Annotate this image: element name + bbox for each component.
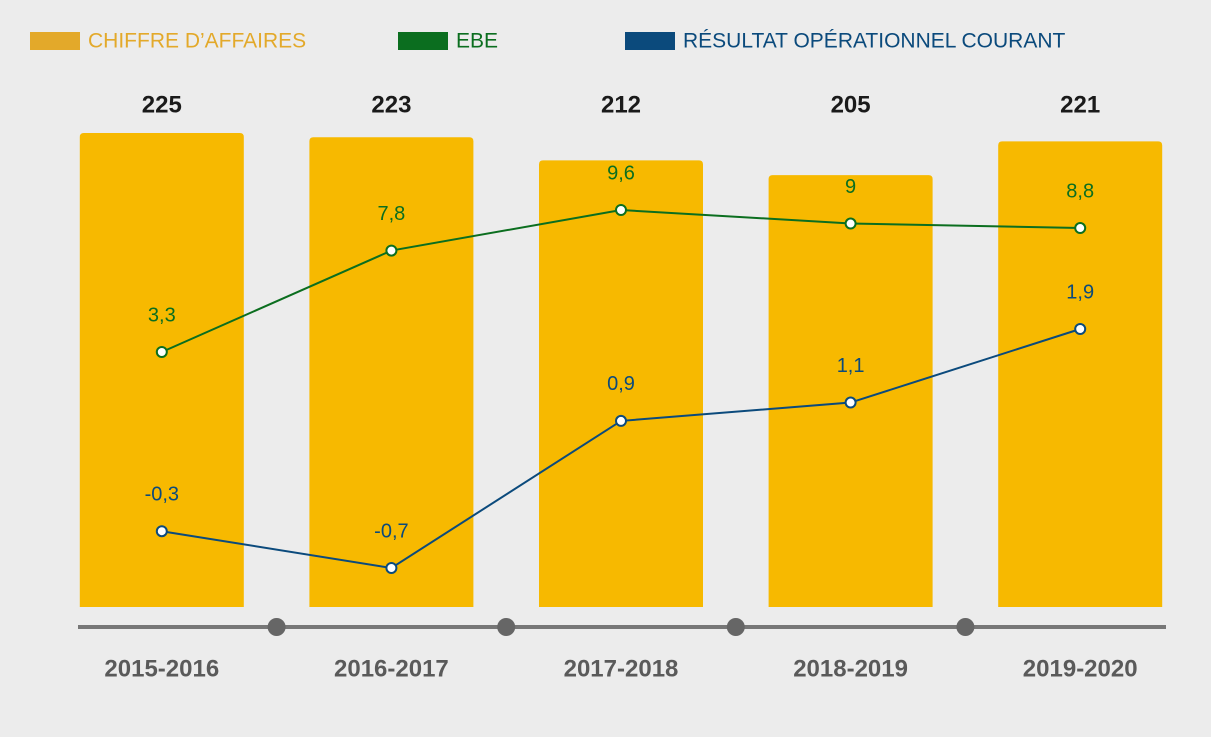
- bar: [768, 175, 933, 607]
- line-point: [385, 244, 398, 257]
- axis-dot: [726, 618, 745, 636]
- line-point: [1074, 222, 1087, 235]
- point-value-label: 0,9: [607, 373, 635, 395]
- legend-swatch: [30, 32, 80, 50]
- point-value-label: 8,8: [1066, 180, 1094, 202]
- bar-value-label: 212: [601, 91, 641, 118]
- bar-value-label: 225: [142, 91, 182, 118]
- legend-label: RÉSULTAT OPÉRATIONNEL COURANT: [683, 30, 1065, 53]
- line-point: [615, 204, 627, 216]
- point-value-label: 9,6: [607, 162, 635, 184]
- point-value-label: 1,1: [837, 355, 865, 377]
- axis-dot: [267, 618, 286, 636]
- point-value-label: -0,3: [145, 484, 179, 506]
- line-point: [1074, 323, 1087, 335]
- x-tick-label: 2015-2016: [104, 655, 219, 682]
- axis-dot: [497, 618, 516, 636]
- point-value-label: 3,3: [148, 304, 176, 326]
- bar-value-label: 221: [1060, 91, 1100, 118]
- x-tick-label: 2017-2018: [564, 655, 679, 682]
- line-point: [385, 562, 398, 574]
- point-value-label: 9: [845, 176, 856, 198]
- bar: [539, 160, 703, 608]
- axis-dot: [956, 618, 975, 636]
- bar: [309, 137, 474, 608]
- line-point: [155, 346, 168, 358]
- point-value-label: 1,9: [1066, 281, 1094, 303]
- bar: [998, 141, 1163, 607]
- legend-swatch: [625, 32, 675, 50]
- bar: [79, 133, 244, 607]
- line-point: [155, 525, 168, 538]
- legend-label: EBE: [456, 30, 498, 53]
- line-point: [844, 217, 857, 230]
- x-tick-label: 2018-2019: [793, 655, 908, 682]
- bar-value-label: 223: [371, 91, 411, 118]
- x-tick-label: 2016-2017: [334, 655, 449, 682]
- bar-value-label: 205: [831, 91, 871, 118]
- line-point: [615, 414, 627, 427]
- legend-label: CHIFFRE D’AFFAIRES: [88, 30, 306, 53]
- point-value-label: 7,8: [377, 203, 405, 225]
- point-value-label: -0,7: [374, 520, 408, 542]
- legend-swatch: [398, 32, 448, 50]
- line-point: [844, 396, 857, 409]
- x-tick-label: 2019-2020: [1023, 655, 1138, 682]
